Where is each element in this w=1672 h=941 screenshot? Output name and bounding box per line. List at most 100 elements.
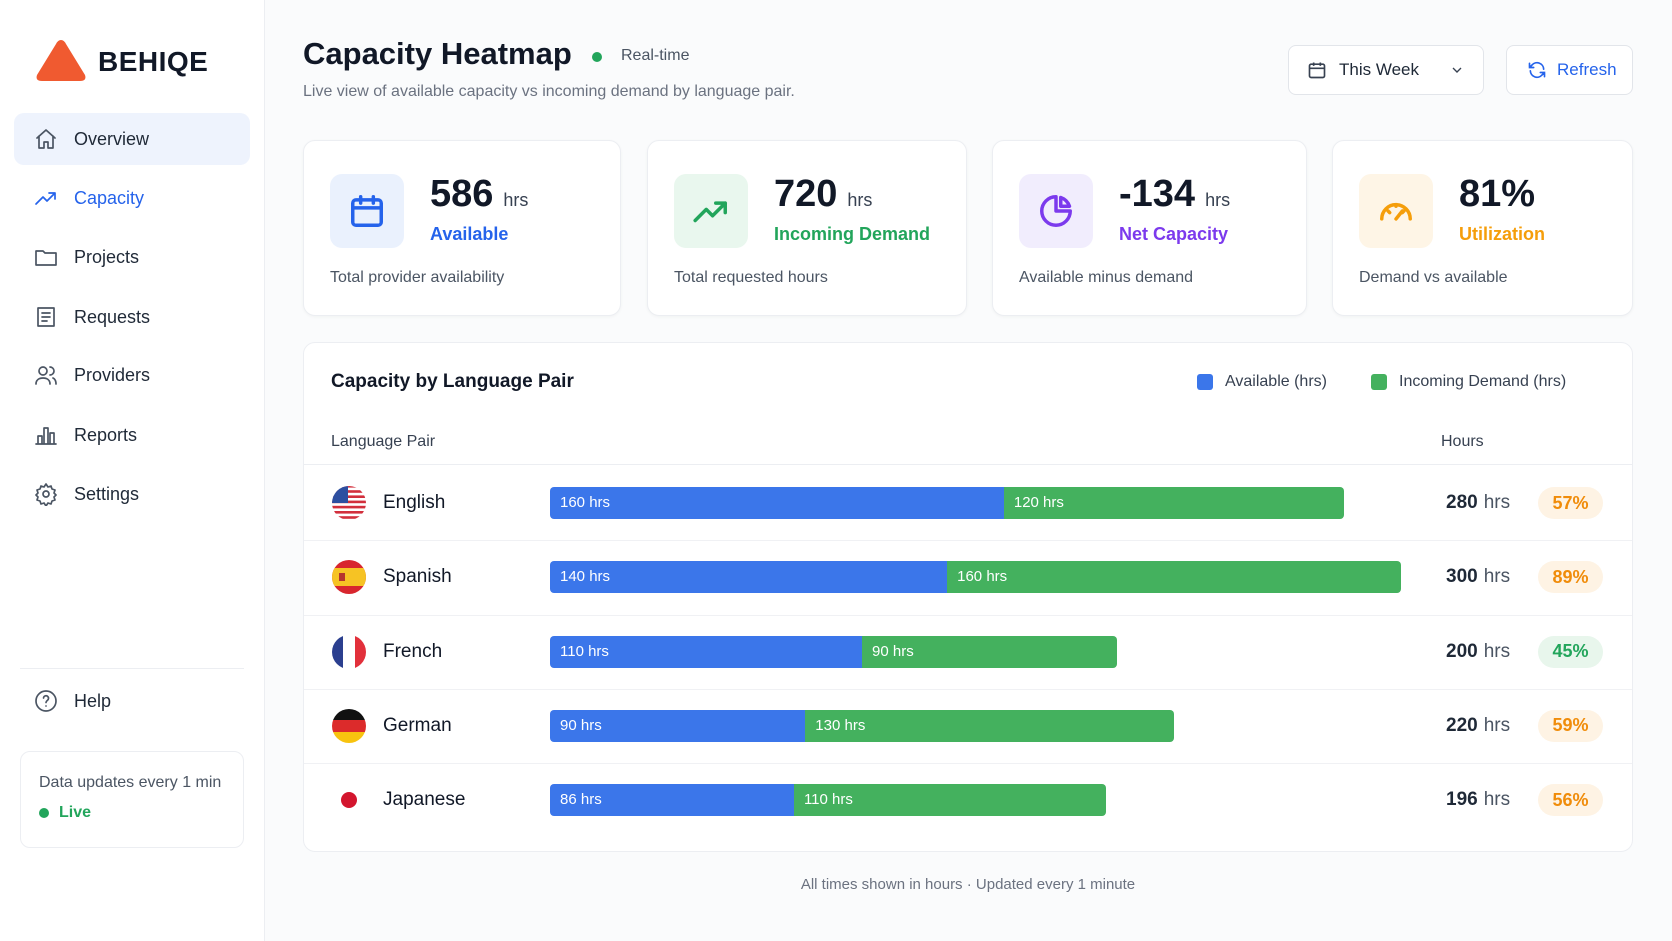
stat-description: Available minus demand (1019, 269, 1194, 286)
nav-item[interactable]: Reports (14, 409, 250, 461)
nav-item[interactable]: Capacity (14, 172, 250, 224)
bar-label: 90 hrs (560, 716, 602, 734)
nav-label: Help (74, 690, 112, 711)
nav-label: Providers (74, 364, 151, 385)
language: English (383, 492, 446, 513)
stat-description: Total provider availability (330, 269, 505, 286)
stat-card: 81% Utilization Demand vs available (1332, 140, 1633, 316)
nav-label: Capacity (74, 187, 145, 208)
demand-bar (793, 784, 1106, 817)
realtime-dot (592, 52, 602, 62)
total-hours: 196 (1446, 789, 1478, 811)
realtime-badge: Real-time (621, 47, 690, 64)
total-unit: hrs (1483, 789, 1511, 811)
total-hours: 280 (1446, 492, 1478, 513)
nav-item[interactable]: Overview (14, 113, 250, 165)
legend-label: Available (hrs) (1225, 373, 1327, 390)
percent-badge: 59% (1538, 709, 1603, 742)
stat-label: Available (430, 224, 509, 244)
period-select[interactable]: This Week (1288, 45, 1484, 95)
percent-badge: 57% (1538, 487, 1603, 519)
available-bar (550, 561, 948, 594)
total-unit: hrs (1483, 640, 1511, 662)
column-header: Hours (1441, 433, 1484, 450)
nav-item[interactable]: Projects (14, 231, 250, 283)
demand-bar (947, 561, 1401, 594)
legend-swatch (1197, 374, 1213, 390)
status-dot (39, 808, 49, 818)
total-hours: 200 (1446, 640, 1478, 662)
available-bar (550, 709, 806, 742)
bar-label: 110 hrs (560, 642, 609, 660)
stat-value: -134 (1119, 173, 1196, 215)
available-bar (550, 784, 794, 817)
total-hours: 220 (1446, 714, 1478, 736)
bar-label: 110 hrs (803, 791, 853, 809)
stat-value: 720 (774, 173, 838, 215)
language: Spanish (383, 566, 452, 588)
refresh-label: Refresh (1557, 60, 1617, 79)
nav-label: Overview (74, 128, 150, 149)
stat-value: 586 (430, 173, 494, 215)
help-link[interactable]: Help (14, 675, 250, 727)
stat-card: -134 hrs Net Capacity Available minus dem… (992, 140, 1307, 316)
stat-label: Incoming Demand (774, 224, 931, 244)
status-live: Live (59, 804, 92, 821)
row-rule (304, 614, 1632, 616)
stat-label: Utilization (1459, 224, 1545, 244)
footer: All times shown in hours · Updated every… (800, 876, 1136, 893)
language: German (383, 714, 452, 736)
flag-icon (332, 560, 366, 595)
flag (331, 485, 367, 521)
divider (20, 668, 244, 669)
nav-item[interactable]: Settings (14, 468, 250, 520)
legend-swatch (1371, 374, 1387, 390)
nav-label: Reports (74, 424, 138, 445)
flag (331, 559, 367, 595)
page-title: Capacity Heatmap (303, 36, 572, 71)
total-unit: hrs (1483, 492, 1511, 513)
nav-label: Projects (74, 246, 140, 267)
flag-icon (332, 783, 366, 818)
stat-unit: hrs (1205, 190, 1231, 210)
nav-item[interactable]: Providers (14, 349, 250, 401)
nav-label: Settings (74, 483, 140, 504)
panel-title: Capacity by Language Pair (331, 371, 574, 392)
flag-icon (332, 708, 366, 743)
total: 220 hrs (1446, 715, 1510, 737)
bar-label: 120 hrs (1013, 494, 1064, 511)
row-rule (304, 688, 1632, 690)
demand-bar (805, 709, 1175, 742)
available-bar (550, 487, 1004, 519)
total-unit: hrs (1483, 566, 1511, 588)
flag-icon (332, 634, 366, 669)
refresh-button[interactable]: Refresh (1506, 45, 1633, 95)
total: 196 hrs (1446, 789, 1510, 811)
status-text: Data updates every 1 min (39, 774, 222, 791)
flag (331, 782, 367, 818)
bar-label: 160 hrs (560, 494, 611, 511)
stat-value: 81% (1459, 173, 1536, 215)
stat-description: Demand vs available (1359, 269, 1508, 286)
total-hours: 300 (1446, 566, 1478, 588)
available-bar (550, 635, 863, 668)
stat-card: 586 hrs Available Total provider availabi… (303, 140, 621, 316)
nav-item[interactable]: Requests (14, 291, 250, 343)
period-label: This Week (1339, 60, 1419, 79)
row-rule (304, 763, 1632, 765)
brand: BEHIQE (98, 46, 209, 77)
row-rule (304, 540, 1632, 542)
logo-icon (36, 40, 86, 81)
stat-label: Net Capacity (1119, 224, 1229, 244)
flag (331, 634, 367, 670)
demand-bar (862, 635, 1118, 668)
total: 300 hrs (1446, 566, 1510, 588)
bar-label: 160 hrs (957, 568, 1008, 586)
stat-description: Total requested hours (674, 269, 828, 286)
percent-badge: 89% (1538, 561, 1603, 594)
percent-badge: 45% (1538, 635, 1603, 668)
legend-label: Incoming Demand (hrs) (1399, 373, 1567, 390)
status-box: Data updates every 1 min Live (20, 751, 244, 848)
